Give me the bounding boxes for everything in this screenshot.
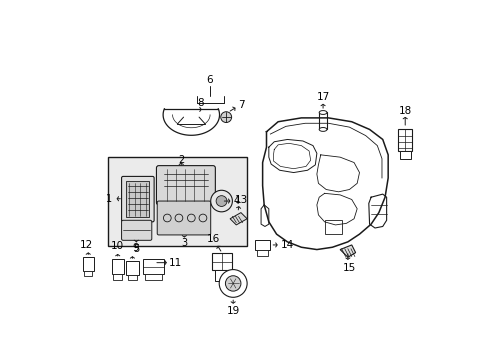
Bar	[107, 157, 246, 246]
FancyBboxPatch shape	[156, 166, 215, 205]
Circle shape	[219, 270, 246, 297]
Text: 8: 8	[197, 98, 203, 108]
Bar	[113, 274, 122, 280]
Text: 17: 17	[316, 92, 329, 102]
Bar	[126, 181, 149, 217]
Text: 6: 6	[206, 75, 213, 85]
Text: 18: 18	[398, 106, 411, 116]
Text: 4: 4	[233, 196, 239, 206]
Bar	[84, 271, 92, 276]
Bar	[257, 250, 267, 256]
Text: 19: 19	[226, 306, 239, 316]
Text: 13: 13	[235, 194, 248, 204]
FancyBboxPatch shape	[122, 220, 151, 240]
Circle shape	[225, 276, 241, 291]
Text: 1: 1	[106, 194, 112, 204]
Bar	[126, 261, 138, 275]
Text: 5: 5	[133, 244, 139, 254]
Bar	[324, 220, 341, 234]
Bar	[144, 274, 162, 280]
Ellipse shape	[319, 127, 326, 131]
Bar	[319, 112, 326, 130]
Text: 11: 11	[169, 258, 182, 267]
Bar	[212, 253, 232, 270]
Bar	[142, 259, 164, 274]
Text: 9: 9	[132, 243, 139, 253]
Text: 16: 16	[206, 234, 219, 244]
FancyBboxPatch shape	[122, 176, 154, 222]
Text: 7: 7	[237, 100, 244, 110]
Polygon shape	[340, 245, 355, 257]
Bar	[399, 151, 410, 159]
Polygon shape	[230, 213, 246, 225]
FancyBboxPatch shape	[157, 201, 210, 235]
Circle shape	[210, 190, 232, 212]
Bar	[397, 130, 411, 151]
Bar	[215, 270, 229, 281]
Bar	[82, 257, 94, 271]
Text: 2: 2	[178, 155, 184, 165]
Bar	[254, 239, 270, 250]
Bar	[111, 259, 123, 274]
Ellipse shape	[319, 111, 326, 114]
Text: 10: 10	[111, 242, 124, 252]
Text: 15: 15	[342, 263, 355, 273]
Bar	[127, 275, 137, 280]
Text: 3: 3	[181, 238, 187, 248]
Circle shape	[220, 112, 231, 122]
Circle shape	[216, 195, 226, 206]
Text: 12: 12	[80, 240, 93, 250]
Text: 14: 14	[280, 240, 293, 250]
